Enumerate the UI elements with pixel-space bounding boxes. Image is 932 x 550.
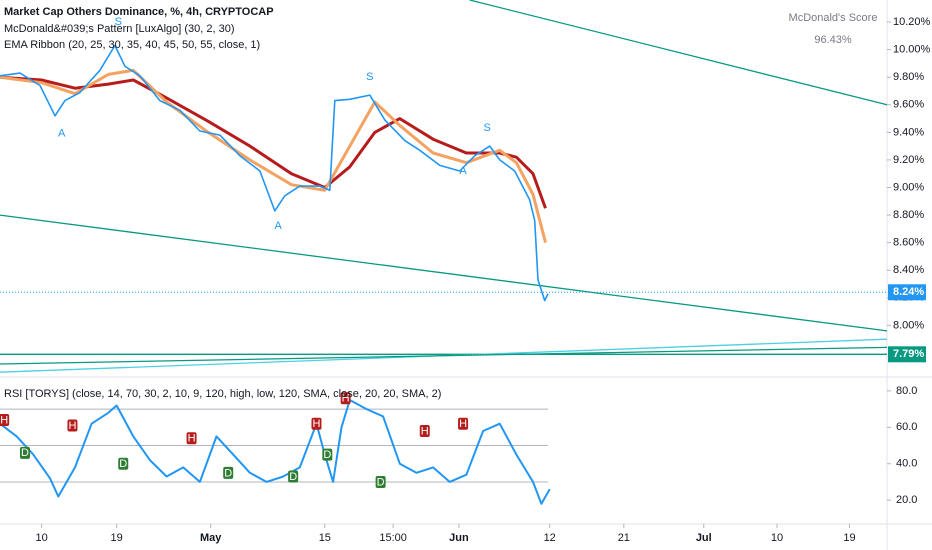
rsi-label-box: [118, 457, 129, 470]
rsi-label: H: [421, 425, 429, 437]
trend-line: [469, 0, 888, 106]
rsi-label-box: [0, 414, 10, 427]
rsi-label: H: [0, 414, 8, 426]
rsi-label-box: [419, 424, 430, 437]
score-value: 96.43%: [814, 34, 852, 46]
rsi-label: H: [313, 418, 321, 430]
indicator-legend: EMA Ribbon (20, 25, 30, 35, 40, 45, 50, …: [4, 39, 260, 51]
rsi-legend: RSI [TORYS] (close, 14, 70, 30, 2, 10, 9…: [4, 388, 441, 400]
y-tick-label: 9.60%: [893, 99, 924, 111]
rsi-label: D: [377, 476, 385, 488]
x-tick-label: 10: [771, 532, 783, 544]
y-tick-label: 9.80%: [893, 71, 924, 83]
x-tick-label: 10: [36, 532, 48, 544]
rsi-label-box: [340, 392, 351, 405]
rsi-label: D: [323, 449, 331, 461]
price-tag-label: 8.24%: [893, 286, 924, 298]
x-tick-label: 21: [618, 532, 630, 544]
pattern-label: S: [366, 71, 373, 83]
y-tick-label: 9.00%: [893, 181, 924, 193]
rsi-label-box: [458, 417, 469, 430]
rsi-label: D: [119, 458, 127, 470]
rsi-label: H: [68, 420, 76, 432]
x-tick-label: Jul: [696, 532, 712, 544]
x-tick-label: 19: [843, 532, 855, 544]
chart-title: Market Cap Others Dominance, %, 4h, CRYP…: [4, 6, 274, 18]
y-tick-label: 8.80%: [893, 209, 924, 221]
ema-ribbon: [0, 68, 547, 243]
pattern-label: A: [275, 220, 283, 232]
rsi-label-box: [19, 446, 30, 459]
pattern-label: A: [58, 128, 66, 140]
rsi-label-box: [223, 466, 234, 479]
y-tick-label: 10.00%: [893, 44, 931, 56]
trend-line: [0, 346, 888, 365]
rsi-label: D: [289, 471, 297, 483]
rsi-label-box: [186, 432, 197, 445]
rsi-label-box: [311, 417, 322, 430]
y-tick-label: 9.40%: [893, 126, 924, 138]
trend-line: [0, 214, 888, 332]
y-tick-label: 60.0: [896, 421, 917, 433]
y-tick-label: 20.0: [896, 494, 917, 506]
rsi-label-box: [375, 475, 386, 488]
pattern-label: S: [115, 16, 122, 28]
rsi-label: D: [224, 467, 232, 479]
x-tick-label: May: [200, 532, 222, 544]
price-tag: [888, 346, 926, 363]
rsi-label: H: [342, 393, 350, 405]
indicator-legend: McDonald&#039;s Pattern [LuxAlgo] (30, 2…: [4, 23, 235, 35]
y-tick-label: 10.20%: [893, 16, 931, 28]
y-tick-label: 8.40%: [893, 264, 924, 276]
y-tick-label: 40.0: [896, 458, 917, 470]
score-title: McDonald's Score: [789, 12, 878, 24]
pattern-label: A: [459, 165, 467, 177]
price-tag-label: 7.79%: [893, 348, 924, 360]
price-line: [0, 44, 549, 302]
y-tick-label: 9.20%: [893, 154, 924, 166]
x-tick-label: 15: [319, 532, 331, 544]
y-tick-label: 80.0: [896, 385, 917, 397]
rsi-label: D: [21, 447, 29, 459]
x-tick-label: Jun: [449, 532, 469, 544]
x-tick-label: 12: [544, 532, 556, 544]
rsi-label: H: [188, 433, 196, 445]
rsi-label-box: [288, 470, 299, 483]
rsi-label-box: [67, 419, 78, 432]
y-tick-label: 8.00%: [893, 319, 924, 331]
x-tick-label: 19: [110, 532, 122, 544]
x-tick-label: 15:00: [379, 532, 407, 544]
pattern-label: S: [484, 122, 491, 134]
price-tag: [888, 284, 926, 301]
rsi-label-box: [322, 448, 333, 461]
y-tick-label: 8.60%: [893, 237, 924, 249]
rsi-label: H: [459, 418, 467, 430]
